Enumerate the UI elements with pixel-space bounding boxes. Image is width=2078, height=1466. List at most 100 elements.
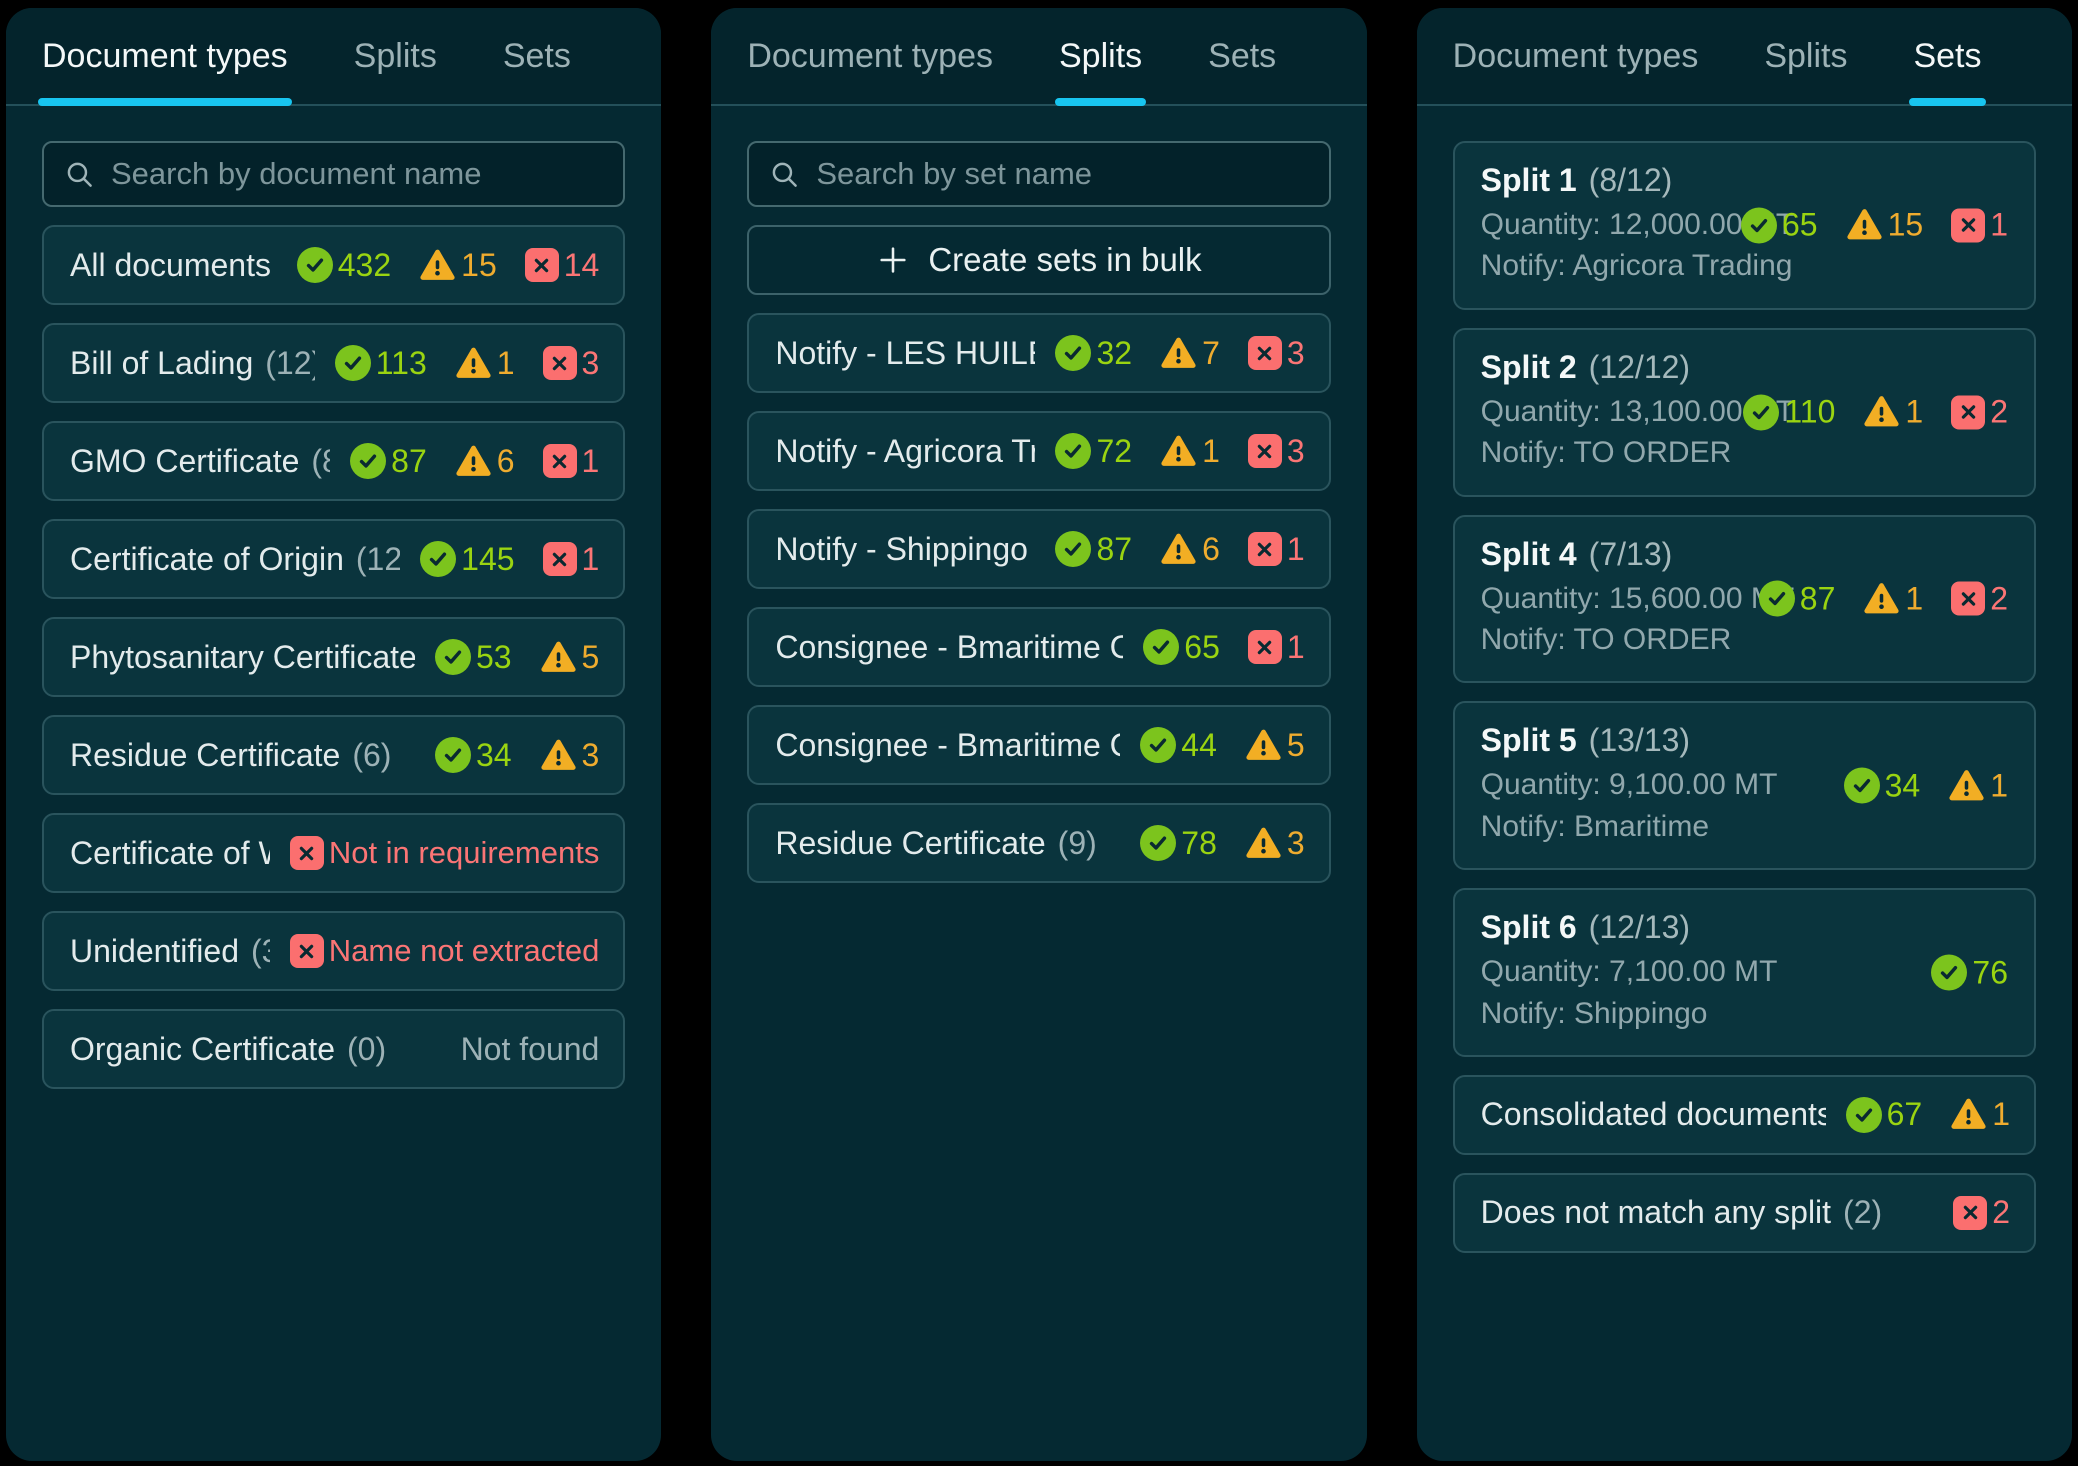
ok-badge: 65 xyxy=(1741,207,1818,244)
ok-count: 34 xyxy=(1884,767,1921,804)
list-item[interactable]: GMO Certificate (8) 87 6 1 xyxy=(42,421,626,501)
check-icon xyxy=(1140,825,1177,861)
list-item[interactable]: Consignee - Bmaritime Co.. (16) 44 5 xyxy=(747,705,1331,785)
row-count: (2) xyxy=(1843,1194,1883,1231)
warning-icon xyxy=(1245,825,1282,862)
panel-sets: Document types Splits Sets Split 1 (8/12… xyxy=(1416,8,2072,1461)
tab-splits[interactable]: Splits xyxy=(1764,36,1848,75)
ok-badge: 53 xyxy=(434,639,512,676)
error-icon xyxy=(1247,630,1282,664)
tab-document-types[interactable]: Document types xyxy=(38,8,292,106)
list-item[interactable]: Consolidated documents (8) 67 1 xyxy=(1452,1074,2036,1155)
warning-icon xyxy=(1950,1096,1987,1133)
row-badges: 32 7 3 xyxy=(1055,335,1305,372)
list-item[interactable]: All documents (54) 432 15 14 xyxy=(42,225,626,305)
ok-badge: 432 xyxy=(296,247,391,284)
warning-count: 1 xyxy=(496,344,515,381)
list-item[interactable]: Bill of Lading (12) 113 1 3 xyxy=(42,323,626,403)
tab-sets[interactable]: Sets xyxy=(1208,36,1277,75)
warning-count: 5 xyxy=(1286,726,1305,763)
search-input[interactable] xyxy=(111,156,604,192)
row-badges: 34 3 xyxy=(434,737,599,774)
error-count: 1 xyxy=(1990,206,2008,243)
warning-icon xyxy=(1160,335,1197,372)
warning-icon xyxy=(1863,580,1900,617)
list-item[interactable]: Certificate of Origin (12) 145 1 xyxy=(42,519,626,599)
row-label: Unidentified xyxy=(70,932,239,969)
warning-badge: 15 xyxy=(419,247,497,284)
error-badge: 1 xyxy=(1951,207,2008,244)
list-item[interactable]: Notify - LES HUILERIE... (14) 32 7 3 xyxy=(747,313,1331,393)
tab-document-types[interactable]: Document types xyxy=(747,36,993,75)
ok-badge: 87 xyxy=(1758,580,1835,617)
error-badge: 2 xyxy=(1953,1194,2010,1231)
list-item[interactable]: Phytosanitary Certificate (6) 53 5 xyxy=(42,617,626,697)
set-quantity: Quantity: 7,100.00 MT xyxy=(1480,955,1778,989)
set-notify: Notify: TO ORDER xyxy=(1480,622,1732,656)
ok-count: 72 xyxy=(1096,432,1133,469)
ok-badge: 145 xyxy=(420,541,515,578)
row-label: Notify - Shippingo INC xyxy=(775,530,1035,567)
row-badges: 67 1 xyxy=(1845,1096,2010,1133)
set-card[interactable]: Split 4 (7/13) Quantity: 15,600.00 MT No… xyxy=(1452,514,2036,684)
warning-count: 1 xyxy=(1905,393,1924,430)
list-item[interactable]: Notify - Agricora Trading (12) 72 1 3 xyxy=(747,411,1331,491)
list-item[interactable]: Certificate of Weight (7) Not in require… xyxy=(42,813,626,893)
tab-bar: Document types Splits Sets xyxy=(6,8,662,106)
error-badge: 1 xyxy=(1247,531,1305,568)
check-icon xyxy=(420,541,457,577)
error-icon xyxy=(1247,532,1282,566)
tab-document-types[interactable]: Document types xyxy=(1452,36,1699,75)
set-title: Split 1 xyxy=(1480,162,1577,198)
search-input[interactable] xyxy=(816,156,1309,192)
row-label-group: All documents (54) xyxy=(70,247,277,284)
list-item[interactable]: Notify - Shippingo INC (8) 87 6 1 xyxy=(747,509,1331,589)
set-card[interactable]: Split 5 (13/13) Quantity: 9,100.00 MT No… xyxy=(1452,701,2036,871)
row-label: Notify - LES HUILERIE... xyxy=(775,334,1035,371)
set-notify: Notify: Agricora Trading xyxy=(1480,249,1793,283)
ok-badge: 34 xyxy=(434,737,512,774)
row-label-group: Unidentified (3) xyxy=(70,933,270,970)
error-icon xyxy=(1951,208,1986,243)
row-badges: Not found xyxy=(461,1031,600,1068)
list-item[interactable]: Organic Certificate (0) Not found xyxy=(42,1009,626,1089)
list-item[interactable]: Unidentified (3) Name not extracted xyxy=(42,911,626,991)
tab-sets[interactable]: Sets xyxy=(1909,8,1986,106)
create-sets-in-bulk-button[interactable]: Create sets in bulk xyxy=(747,225,1331,295)
warning-icon xyxy=(540,639,577,676)
error-badge: 1 xyxy=(542,541,599,578)
status-text: Not found xyxy=(460,1030,600,1067)
set-title-group: Split 5 (13/13) xyxy=(1481,722,2008,759)
list-item[interactable]: Does not match any split (2) 2 xyxy=(1452,1172,2036,1253)
create-sets-in-bulk-label: Create sets in bulk xyxy=(928,241,1202,278)
error-count: 2 xyxy=(1990,580,2008,617)
ok-badge: 34 xyxy=(1843,767,1921,804)
set-notify: Notify: Shippingo xyxy=(1480,996,1708,1030)
search-icon xyxy=(64,159,95,190)
tab-splits[interactable]: Splits xyxy=(1054,8,1147,106)
row-label: Residue Certificate xyxy=(70,736,341,773)
set-card[interactable]: Split 1 (8/12) Quantity: 12,000.00 MT No… xyxy=(1452,141,2036,310)
set-card[interactable]: Split 6 (12/13) Quantity: 7,100.00 MT No… xyxy=(1452,888,2036,1057)
list-item[interactable]: Consignee - Bmaritime Co.. (7) 65 1 xyxy=(747,607,1331,687)
warning-count: 1 xyxy=(1905,580,1924,617)
row-badges: 87 6 1 xyxy=(1055,531,1305,568)
search-box xyxy=(747,141,1331,207)
warning-badge: 1 xyxy=(1863,580,1923,617)
error-icon xyxy=(289,934,324,968)
list-item[interactable]: Residue Certificate (9) 78 3 xyxy=(747,803,1331,883)
row-label-group: Consignee - Bmaritime Co.. (16) xyxy=(775,727,1120,764)
warning-badge: 1 xyxy=(1160,433,1220,470)
set-quantity: Quantity: 15,600.00 MT xyxy=(1480,581,1795,615)
warning-count: 3 xyxy=(1286,824,1305,861)
error-count: 2 xyxy=(1992,1194,2010,1231)
row-badges: Name not extracted xyxy=(289,933,599,969)
tab-splits[interactable]: Splits xyxy=(353,36,437,75)
error-count: 1 xyxy=(1286,628,1305,665)
error-badge: 1 xyxy=(1247,628,1305,666)
tab-sets[interactable]: Sets xyxy=(502,36,571,75)
row-badges: 34 1 xyxy=(1843,767,2008,804)
list-item[interactable]: Residue Certificate (6) 34 3 xyxy=(42,715,626,795)
set-card[interactable]: Split 2 (12/12) Quantity: 13,100.00 MT N… xyxy=(1452,327,2036,497)
warning-icon xyxy=(1948,767,1985,804)
